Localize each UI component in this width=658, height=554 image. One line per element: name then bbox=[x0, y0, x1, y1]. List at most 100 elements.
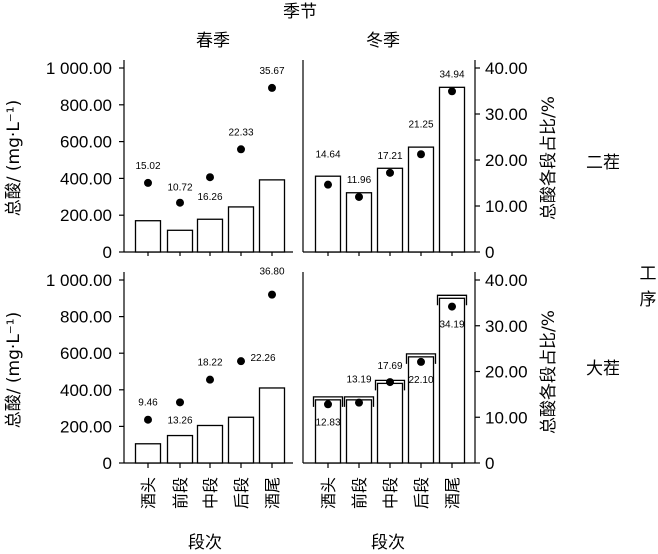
bar-后段 bbox=[227, 206, 255, 253]
point-后段 bbox=[417, 357, 425, 366]
x-tick-label: 酒尾 bbox=[443, 477, 462, 509]
right-tick-label: 10.00 bbox=[485, 408, 528, 427]
point-酒头 bbox=[324, 400, 332, 409]
bar-酒尾 bbox=[438, 86, 466, 253]
right-tick-label: 20.00 bbox=[485, 151, 528, 170]
x-tick-label: 前段 bbox=[350, 477, 369, 509]
bar-中段 bbox=[196, 218, 224, 253]
data-label: 16.26 bbox=[197, 192, 222, 203]
x-axis-label-spring: 段次 bbox=[188, 533, 222, 553]
bar-前段 bbox=[345, 399, 373, 464]
point-酒尾 bbox=[268, 290, 276, 299]
bar-cap bbox=[343, 396, 375, 407]
data-label: 36.80 bbox=[259, 267, 284, 278]
y-axis-label-right-bottom: 总酸各段占比/% bbox=[539, 310, 559, 434]
x-tick-label: 中段 bbox=[381, 477, 400, 509]
bar-酒头 bbox=[134, 443, 162, 464]
bar-酒尾 bbox=[258, 179, 286, 253]
panel-dachai-spring: 0 200.00 400.00 600.00 800.00 1 000.00 9.46 13.… bbox=[46, 267, 293, 509]
point-后段 bbox=[237, 145, 245, 154]
point-前段 bbox=[176, 398, 184, 407]
data-label: 22.10 bbox=[408, 375, 433, 386]
right-tick-label: 20.00 bbox=[485, 363, 528, 382]
panel-dachai-winter: 0 10.00 20.00 30.00 40.00 12.83 13.19 17.69 22.1… bbox=[302, 271, 528, 509]
chart-title: 季节 bbox=[283, 2, 317, 22]
column-label-spring: 春季 bbox=[196, 31, 230, 51]
data-label: 22.33 bbox=[228, 127, 253, 138]
data-label: 22.26 bbox=[250, 353, 275, 364]
bar-酒头 bbox=[134, 220, 162, 253]
left-tick-label: 200.00 bbox=[60, 206, 112, 225]
row-label-dachai: 大茬 bbox=[586, 359, 620, 379]
left-tick-label: 400.00 bbox=[60, 169, 112, 188]
x-axis-label-winter: 段次 bbox=[371, 533, 405, 553]
point-中段 bbox=[206, 375, 214, 384]
x-tick-label: 酒头 bbox=[139, 477, 158, 509]
y-axis-label-left-top: 总酸/ (mg·L⁻¹) bbox=[4, 100, 24, 216]
point-中段 bbox=[386, 378, 394, 387]
x-tick-label: 后段 bbox=[412, 477, 431, 509]
right-title-char: 序 bbox=[640, 290, 657, 310]
data-label: 21.25 bbox=[408, 119, 433, 130]
y-axis-label-right-top: 总酸各段占比/% bbox=[539, 96, 559, 220]
point-后段 bbox=[417, 150, 425, 159]
left-tick-label: 400.00 bbox=[60, 381, 112, 400]
data-label: 13.26 bbox=[167, 415, 192, 426]
right-tick-label: 0 bbox=[485, 243, 494, 262]
point-中段 bbox=[386, 168, 394, 177]
point-中段 bbox=[206, 173, 214, 182]
data-label: 11.96 bbox=[347, 175, 372, 186]
data-label: 13.19 bbox=[346, 375, 371, 386]
bar-后段 bbox=[227, 416, 255, 464]
bar-前段 bbox=[345, 192, 373, 253]
point-酒头 bbox=[144, 178, 152, 187]
bar-后段 bbox=[407, 146, 435, 253]
y-axis-label-left-bottom: 总酸/ (mg·L⁻¹) bbox=[4, 312, 24, 428]
point-酒尾 bbox=[448, 87, 456, 96]
right-tick-label: 0 bbox=[485, 454, 494, 473]
point-酒尾 bbox=[448, 302, 456, 311]
x-tick-label: 中段 bbox=[201, 477, 220, 509]
x-tick-label: 后段 bbox=[232, 477, 251, 509]
data-label: 9.46 bbox=[138, 398, 158, 409]
bar-酒头 bbox=[314, 175, 342, 253]
left-tick-label: 0 bbox=[103, 243, 112, 262]
panel-erchai-winter: 0 10.00 20.00 30.00 40.00 14.64 11.96 17.21 21.2… bbox=[302, 59, 528, 262]
point-前段 bbox=[355, 192, 363, 201]
left-tick-label: 800.00 bbox=[60, 308, 112, 327]
left-tick-label: 0 bbox=[103, 454, 112, 473]
right-tick-label: 40.00 bbox=[485, 59, 528, 78]
column-label-winter: 冬季 bbox=[366, 31, 400, 51]
data-label: 14.64 bbox=[315, 150, 340, 161]
data-label: 18.22 bbox=[197, 358, 222, 369]
right-title-char: 工 bbox=[640, 264, 657, 284]
chart-marks: 0 200.00 400.00 600.00 800.00 1 000.00 15.02 10… bbox=[46, 59, 528, 509]
point-前段 bbox=[355, 398, 363, 407]
data-label: 17.21 bbox=[377, 151, 402, 162]
left-tick-label: 200.00 bbox=[60, 417, 112, 436]
bar-前段 bbox=[166, 434, 194, 464]
left-tick-label: 1 000.00 bbox=[46, 59, 112, 78]
x-tick-label: 前段 bbox=[171, 477, 190, 509]
point-酒头 bbox=[324, 180, 332, 189]
right-title: 工序 bbox=[640, 264, 657, 310]
bar-中段 bbox=[196, 424, 224, 464]
row-label-erchai: 二茬 bbox=[586, 153, 620, 173]
left-tick-label: 600.00 bbox=[60, 133, 112, 152]
bar-酒尾 bbox=[258, 387, 286, 464]
data-label: 34.19 bbox=[439, 320, 464, 331]
right-tick-label: 40.00 bbox=[485, 271, 528, 290]
bar-前段 bbox=[166, 229, 194, 253]
bar-中段 bbox=[376, 382, 404, 464]
data-label: 15.02 bbox=[135, 161, 160, 172]
left-tick-label: 800.00 bbox=[60, 96, 112, 115]
bar-中段 bbox=[376, 167, 404, 253]
bar-cap bbox=[312, 396, 344, 407]
right-tick-label: 30.00 bbox=[485, 105, 528, 124]
bar-后段 bbox=[407, 356, 435, 464]
data-label: 10.72 bbox=[167, 183, 192, 194]
point-前段 bbox=[176, 198, 184, 207]
data-label: 35.67 bbox=[259, 66, 284, 77]
data-label: 34.94 bbox=[439, 69, 464, 80]
